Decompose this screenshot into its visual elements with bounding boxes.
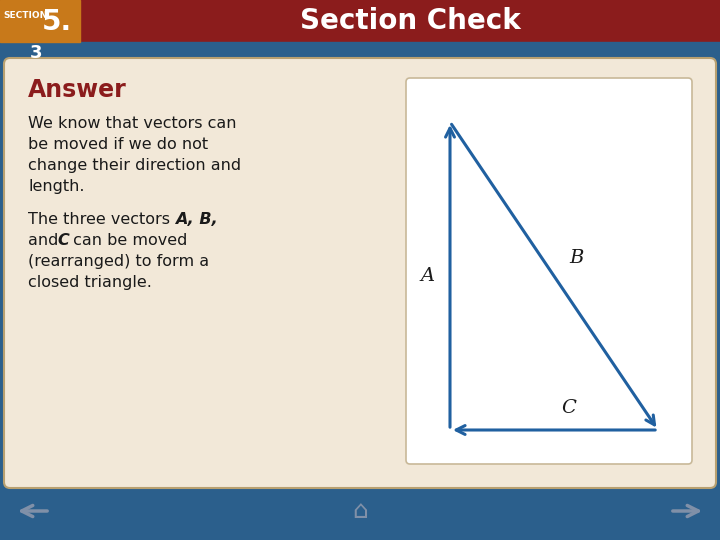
Bar [0,42,720,64]
Text: be moved if we do not: be moved if we do not [28,137,208,152]
Text: A: A [421,267,435,285]
Text: Section Check: Section Check [300,7,521,35]
Bar [0,0,720,42]
FancyBboxPatch shape [4,58,716,488]
Text: SECTION: SECTION [3,10,48,19]
Text: ⌂: ⌂ [352,499,368,523]
Text: We know that vectors can: We know that vectors can [28,116,236,131]
Text: (rearranged) to form a: (rearranged) to form a [28,254,209,269]
Text: A, B,: A, B, [175,212,217,227]
Text: closed triangle.: closed triangle. [28,275,152,290]
Text: change their direction and: change their direction and [28,158,241,173]
Text: 5.: 5. [42,8,72,36]
Text: B: B [569,249,583,267]
Text: C: C [562,399,577,417]
Text: and: and [28,233,63,248]
Text: C: C [57,233,68,248]
Text: 3: 3 [30,44,42,62]
Bar [0,0,80,42]
Text: Answer: Answer [28,78,127,102]
FancyBboxPatch shape [406,78,692,464]
Bar [0,482,720,540]
Text: The three vectors: The three vectors [28,212,175,227]
Text: can be moved: can be moved [68,233,187,248]
Text: length.: length. [28,179,84,194]
